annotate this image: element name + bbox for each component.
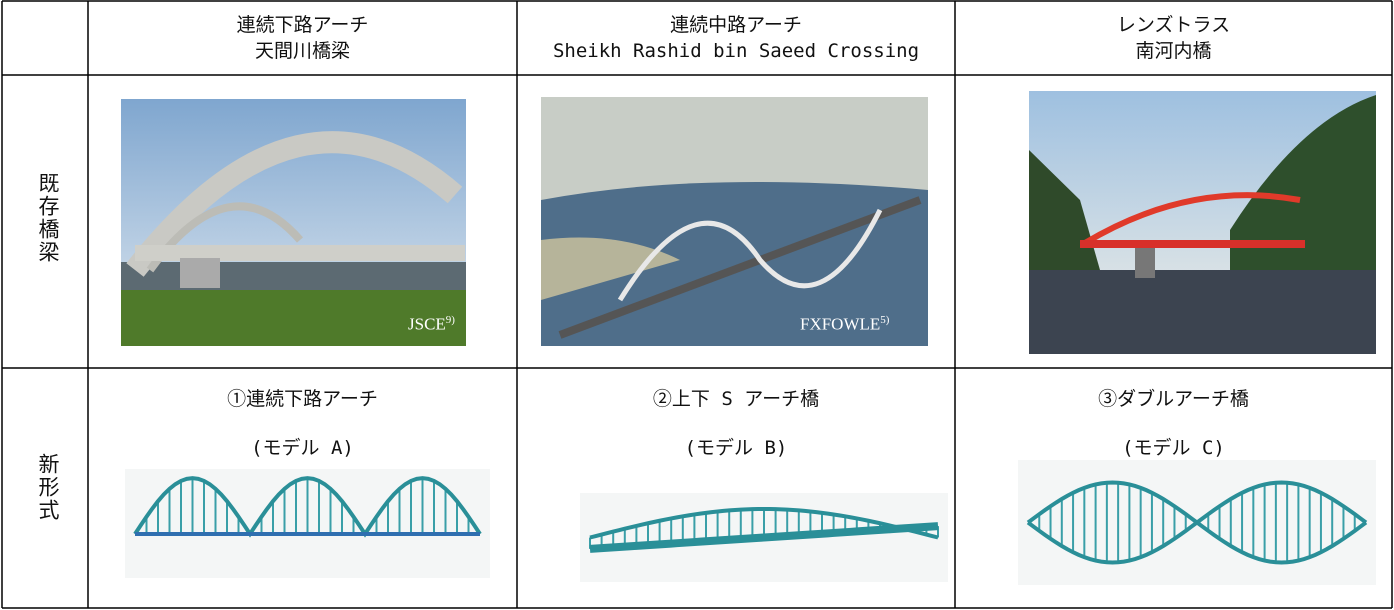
model-name: ③ダブルアーチ橋 <box>1098 388 1249 410</box>
photo-credit: FXFOWLE5) <box>800 314 889 335</box>
photo-2 <box>541 97 928 346</box>
model-name: ②上下 S アーチ橋 <box>652 388 820 410</box>
column-title: レンズトラス <box>1116 14 1231 36</box>
model-name: ①連続下路アーチ <box>227 388 378 410</box>
model-arch <box>589 507 939 540</box>
model-deck <box>589 522 939 553</box>
model-arch <box>133 476 482 538</box>
column-title: 連続下路アーチ <box>236 14 369 36</box>
photo-1 <box>121 99 466 346</box>
row-label: 新形式 <box>36 453 60 522</box>
model-code: (モデル B) <box>684 437 788 459</box>
model-code: (モデル C) <box>1122 437 1225 459</box>
model-deck <box>1026 480 1368 565</box>
credit-note: 9) <box>445 314 455 326</box>
column-title: 連続中路アーチ <box>670 14 802 36</box>
column-subtitle: Sheikh Rashid bin Saeed Crossing <box>552 40 920 62</box>
row-label: 既存橋梁 <box>36 172 60 264</box>
credit-text: JSCE <box>408 314 446 334</box>
model-code: (モデル A) <box>251 437 354 459</box>
photo-credit: JSCE9) <box>408 314 455 335</box>
credit-text: FXFOWLE <box>800 314 881 334</box>
photo-3 <box>1029 91 1376 354</box>
credit-note: 5) <box>880 314 890 326</box>
column-subtitle: 南河内橋 <box>1135 40 1212 62</box>
column-subtitle: 天間川橋梁 <box>254 40 350 62</box>
